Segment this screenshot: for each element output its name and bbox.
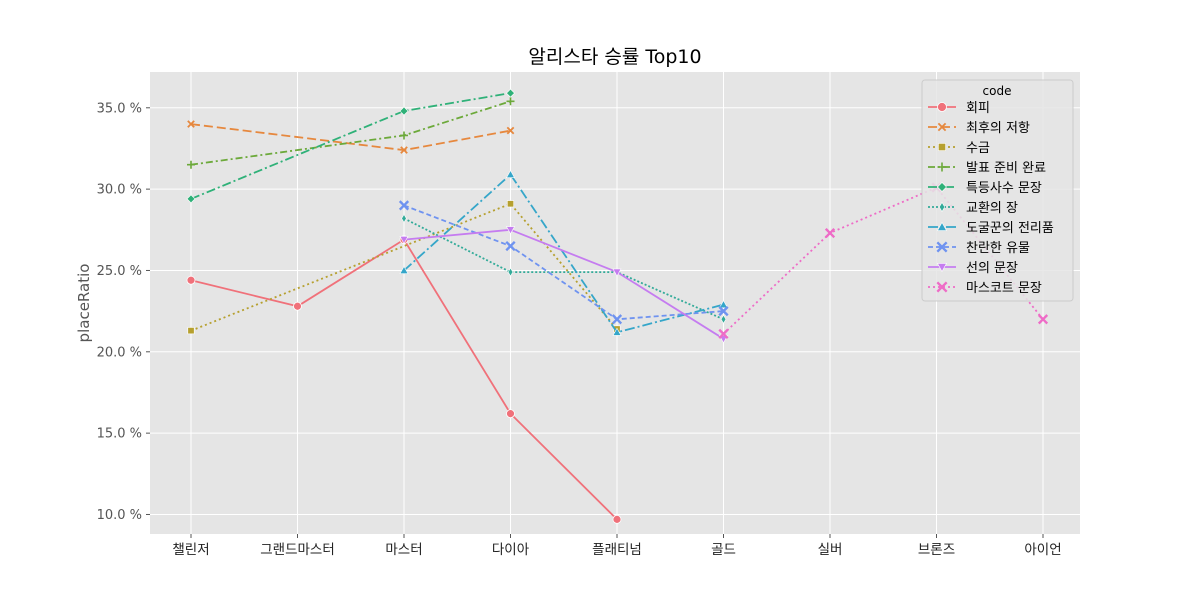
data-point-marker [187, 327, 195, 335]
data-point-marker [937, 162, 947, 172]
legend-item: 찬란한 유물 [928, 241, 1030, 256]
series-2 [187, 120, 515, 154]
x-tick-label: 플래티넘 [592, 542, 642, 558]
series-line [403, 204, 724, 321]
data-point-marker [399, 106, 409, 116]
x-tick-label: 그랜드마스터 [260, 542, 335, 558]
data-point-marker [400, 131, 408, 140]
data-point-marker [938, 143, 946, 151]
legend-label: 특등사수 문장 [966, 181, 1042, 196]
grid [150, 72, 1080, 534]
data-point-marker [611, 314, 623, 325]
series-line [190, 92, 511, 200]
legend-label: 마스코트 문장 [966, 281, 1042, 296]
series-7 [399, 169, 729, 336]
x-tick-label: 골드 [711, 542, 736, 558]
x-tick-label: 다이아 [492, 542, 530, 558]
legend-item: 최후의 저항 [928, 121, 1030, 136]
data-point-marker [187, 160, 195, 169]
data-point-marker [186, 275, 196, 285]
series-line [403, 228, 724, 340]
x-tick-label: 아이언 [1024, 542, 1061, 558]
legend-item: 선의 문장 [928, 261, 1018, 276]
x-tick-label: 마스터 [385, 542, 422, 558]
legend-label: 발표 준비 완료 [966, 161, 1046, 176]
data-point-marker [506, 97, 515, 106]
data-point-marker [612, 327, 622, 336]
data-point-marker [937, 182, 947, 192]
y-tick-label: 25.0 % [97, 264, 142, 279]
legend-item: 특등사수 문장 [928, 181, 1042, 196]
series-8 [398, 200, 729, 325]
y-tick-label: 30.0 % [97, 183, 142, 198]
y-tick-label: 10.0 % [97, 508, 142, 523]
legend-item: 교환의 장 [928, 201, 1018, 216]
legend-label: 최후의 저항 [966, 121, 1030, 136]
data-point-marker [293, 301, 302, 311]
data-point-marker [718, 306, 729, 317]
data-point-marker [936, 281, 948, 293]
legend-title: code [983, 84, 1012, 98]
data-point-marker [936, 241, 948, 253]
series-line [403, 217, 724, 321]
legend-item: 수금 [928, 141, 990, 156]
x-tick-label: 실버 [818, 542, 843, 558]
legend-label: 선의 문장 [966, 261, 1018, 276]
y-axis-label: placeRatio [75, 264, 93, 343]
legend-label: 찬란한 유물 [966, 241, 1030, 256]
x-axis: 챌린저 그랜드마스터 마스터 다이아 플래티넘 골드 실버 브론즈 아이언 [172, 534, 1062, 558]
legend-label: 도굴꾼의 전리품 [966, 221, 1054, 236]
legend-label: 수금 [966, 141, 990, 156]
data-point-marker [400, 146, 408, 154]
data-point-marker [506, 409, 515, 419]
data-point-marker [938, 201, 946, 213]
data-point-marker [505, 226, 516, 235]
data-point-marker [399, 236, 409, 245]
y-tick-label: 15.0 % [97, 427, 142, 442]
legend-label: 회피 [966, 101, 990, 116]
series-group [186, 88, 1049, 524]
legend-item: 회피 [928, 101, 990, 116]
legend-label: 교환의 장 [966, 201, 1018, 216]
y-tick-label: 35.0 % [97, 101, 142, 116]
data-point-marker [937, 122, 947, 132]
legend-item: 도굴꾼의 전리품 [928, 221, 1054, 236]
data-point-marker [720, 314, 727, 324]
data-point-marker [937, 102, 947, 112]
y-tick-label: 20.0 % [97, 345, 142, 360]
x-tick-label: 챌린저 [172, 542, 209, 558]
data-point-marker [505, 169, 516, 178]
chart-title: 알리스타 승률 Top10 [528, 46, 701, 68]
data-point-marker [186, 194, 196, 204]
data-point-marker [612, 268, 622, 277]
data-point-marker [936, 221, 948, 231]
legend-item: 발표 준비 완료 [928, 161, 1046, 176]
data-point-marker [506, 88, 515, 98]
legend-item: 마스코트 문장 [928, 281, 1042, 296]
data-point-marker [718, 300, 729, 309]
y-axis: 10.0 % 15.0 % 20.0 % 25.0 % 30.0 % 35.0 % [97, 101, 150, 523]
data-point-marker [718, 328, 729, 340]
data-point-marker [824, 227, 836, 239]
data-point-marker [401, 213, 407, 223]
data-point-marker [187, 120, 195, 128]
data-point-marker [506, 126, 515, 135]
data-point-marker [1037, 314, 1049, 325]
series-line [403, 173, 724, 334]
x-tick-label: 브론즈 [918, 542, 955, 558]
data-point-marker [505, 240, 516, 252]
data-point-marker [506, 200, 514, 208]
data-point-marker [936, 263, 948, 273]
data-point-marker [612, 514, 622, 524]
data-point-marker [398, 200, 410, 211]
legend-box [921, 79, 1074, 302]
series-5 [186, 88, 515, 204]
data-point-marker [507, 267, 514, 277]
data-point-marker [399, 265, 409, 274]
series-4 [187, 97, 515, 169]
